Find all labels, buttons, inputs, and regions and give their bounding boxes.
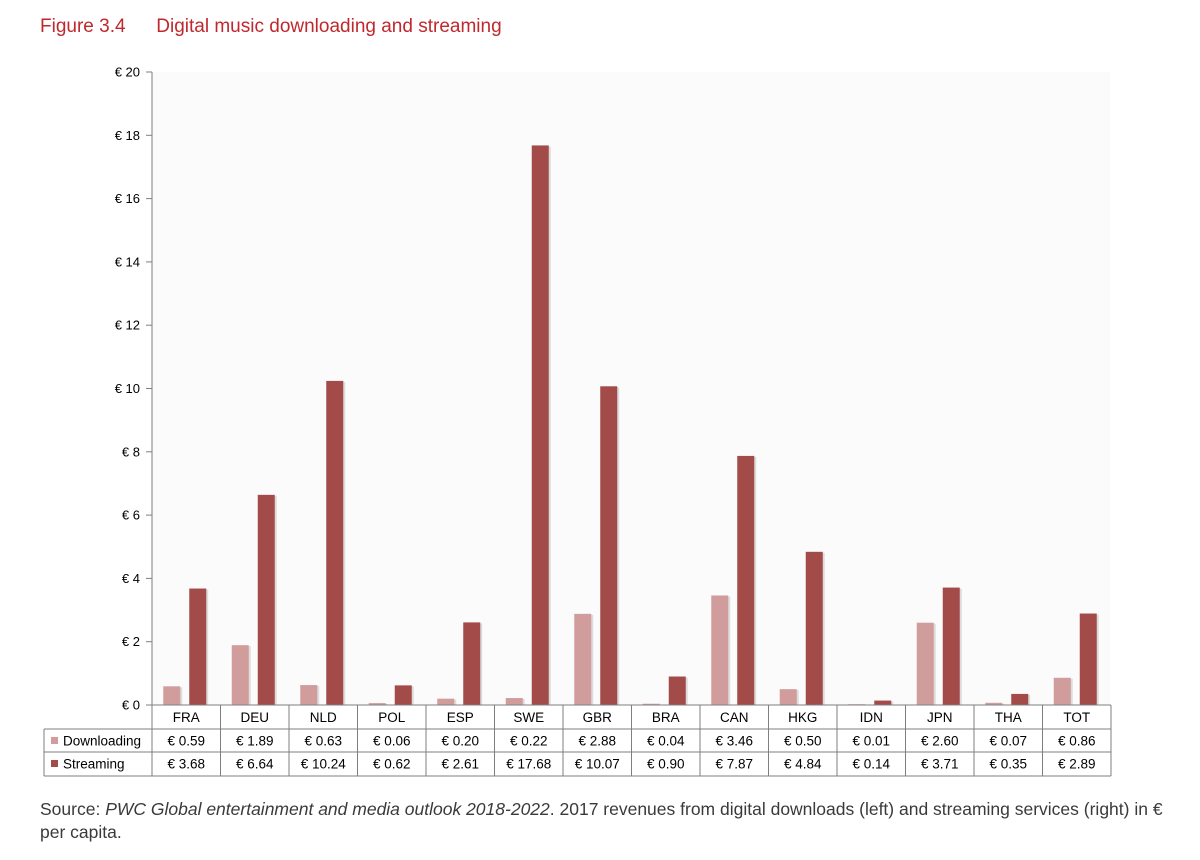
data-label-downloading: € 0.59 (167, 734, 205, 749)
category-label: NLD (310, 710, 337, 725)
legend-swatch-downloading (51, 737, 58, 744)
data-label-downloading: € 2.60 (921, 734, 959, 749)
bar-streaming-fra (189, 588, 207, 705)
data-label-downloading: € 1.89 (236, 734, 274, 749)
bar-downloading-swe (505, 698, 523, 705)
bar-downloading-bra (642, 703, 660, 705)
data-label-downloading: € 0.86 (1058, 734, 1096, 749)
data-label-streaming: € 0.35 (989, 757, 1027, 772)
data-label-downloading: € 0.01 (852, 734, 890, 749)
data-label-streaming: € 10.24 (301, 757, 347, 772)
bar-streaming-pol (394, 685, 412, 705)
category-label: TOT (1063, 710, 1090, 725)
data-label-streaming: € 7.87 (715, 757, 753, 772)
y-tick-label: € 18 (115, 128, 140, 143)
bar-downloading-can (711, 595, 729, 705)
y-tick-label: € 14 (115, 254, 140, 269)
category-label: JPN (927, 710, 953, 725)
y-tick-label: € 12 (115, 318, 140, 333)
category-label: POL (378, 710, 406, 725)
data-label-downloading: € 2.88 (578, 734, 616, 749)
y-tick-label: € 16 (115, 191, 140, 206)
source-prefix: Source: (40, 799, 106, 819)
data-label-downloading: € 0.07 (989, 734, 1027, 749)
data-label-streaming: € 10.07 (575, 757, 620, 772)
data-label-downloading: € 0.50 (784, 734, 822, 749)
category-label: GBR (583, 710, 613, 725)
bar-chart: € 0 € 2 € 4 € 6 € 8 € 10 € 12 € 14 € 16 € 18 € 20 F… (43, 65, 1112, 777)
figure-number: Figure 3.4 (40, 16, 126, 37)
data-label-streaming: € 2.89 (1058, 757, 1096, 772)
bar-downloading-tot (1053, 677, 1071, 705)
legend-label-downloading: Downloading (63, 734, 141, 749)
bar-downloading-deu (231, 645, 249, 705)
bar-streaming-deu (257, 494, 275, 705)
data-label-streaming: € 6.64 (236, 757, 274, 772)
bar-downloading-nld (300, 685, 318, 705)
y-tick-label: € 2 (122, 634, 140, 649)
bar-streaming-hkg (805, 551, 823, 705)
y-tick-label: € 10 (115, 381, 140, 396)
bar-streaming-nld (326, 380, 344, 705)
y-tick-label: € 6 (122, 508, 140, 523)
bar-downloading-gbr (574, 613, 592, 705)
category-label: FRA (173, 710, 200, 725)
y-tick-label: € 8 (122, 444, 140, 459)
figure-header: Figure 3.4 Digital music downloading and… (40, 16, 502, 38)
source-text: . 2017 revenues from digital downloads (… (40, 799, 1163, 842)
bar-streaming-idn (874, 700, 892, 705)
data-label-streaming: € 0.62 (373, 757, 411, 772)
category-label: IDN (860, 710, 883, 725)
data-label-downloading: € 0.04 (647, 734, 685, 749)
category-label: SWE (513, 710, 544, 725)
bar-downloading-fra (163, 686, 181, 705)
data-label-downloading: € 3.46 (715, 734, 753, 749)
bar-streaming-tot (1079, 613, 1097, 705)
bar-streaming-swe (531, 145, 549, 706)
bar-streaming-jpn (942, 587, 960, 705)
source-note: Source: PWC Global entertainment and med… (40, 798, 1180, 844)
bar-streaming-tha (1011, 693, 1029, 705)
category-label: THA (995, 710, 1022, 725)
bar-downloading-hkg (779, 689, 797, 705)
data-label-downloading: € 0.63 (304, 734, 342, 749)
legend-label-streaming: Streaming (63, 757, 125, 772)
bar-downloading-pol (368, 703, 386, 705)
bar-streaming-esp (463, 622, 481, 705)
bar-streaming-can (737, 455, 755, 705)
data-label-streaming: € 4.84 (784, 757, 822, 772)
bar-downloading-jpn (916, 622, 934, 705)
data-label-streaming: € 0.14 (852, 757, 890, 772)
category-label: DEU (240, 710, 269, 725)
figure-title: Digital music downloading and streaming (156, 16, 502, 37)
data-label-streaming: € 3.71 (921, 757, 959, 772)
category-label: CAN (720, 710, 749, 725)
y-tick-label: € 4 (122, 571, 140, 586)
data-label-downloading: € 0.06 (373, 734, 411, 749)
bar-streaming-gbr (600, 386, 618, 705)
data-label-downloading: € 0.20 (441, 734, 479, 749)
bar-downloading-esp (437, 698, 455, 705)
y-tick-label: € 0 (122, 698, 140, 713)
category-label: BRA (652, 710, 680, 725)
data-label-streaming: € 2.61 (441, 757, 479, 772)
bar-downloading-tha (985, 702, 1003, 705)
data-label-streaming: € 3.68 (167, 757, 205, 772)
data-label-streaming: € 0.90 (647, 757, 685, 772)
y-tick-label: € 20 (115, 65, 140, 80)
bar-streaming-bra (668, 676, 686, 705)
source-title: PWC Global entertainment and media outlo… (105, 799, 550, 819)
legend-swatch-streaming (51, 760, 58, 767)
plot-area (152, 72, 1110, 705)
category-label: HKG (788, 710, 817, 725)
data-label-downloading: € 0.22 (510, 734, 548, 749)
category-label: ESP (447, 710, 474, 725)
data-label-streaming: € 17.68 (506, 757, 551, 772)
